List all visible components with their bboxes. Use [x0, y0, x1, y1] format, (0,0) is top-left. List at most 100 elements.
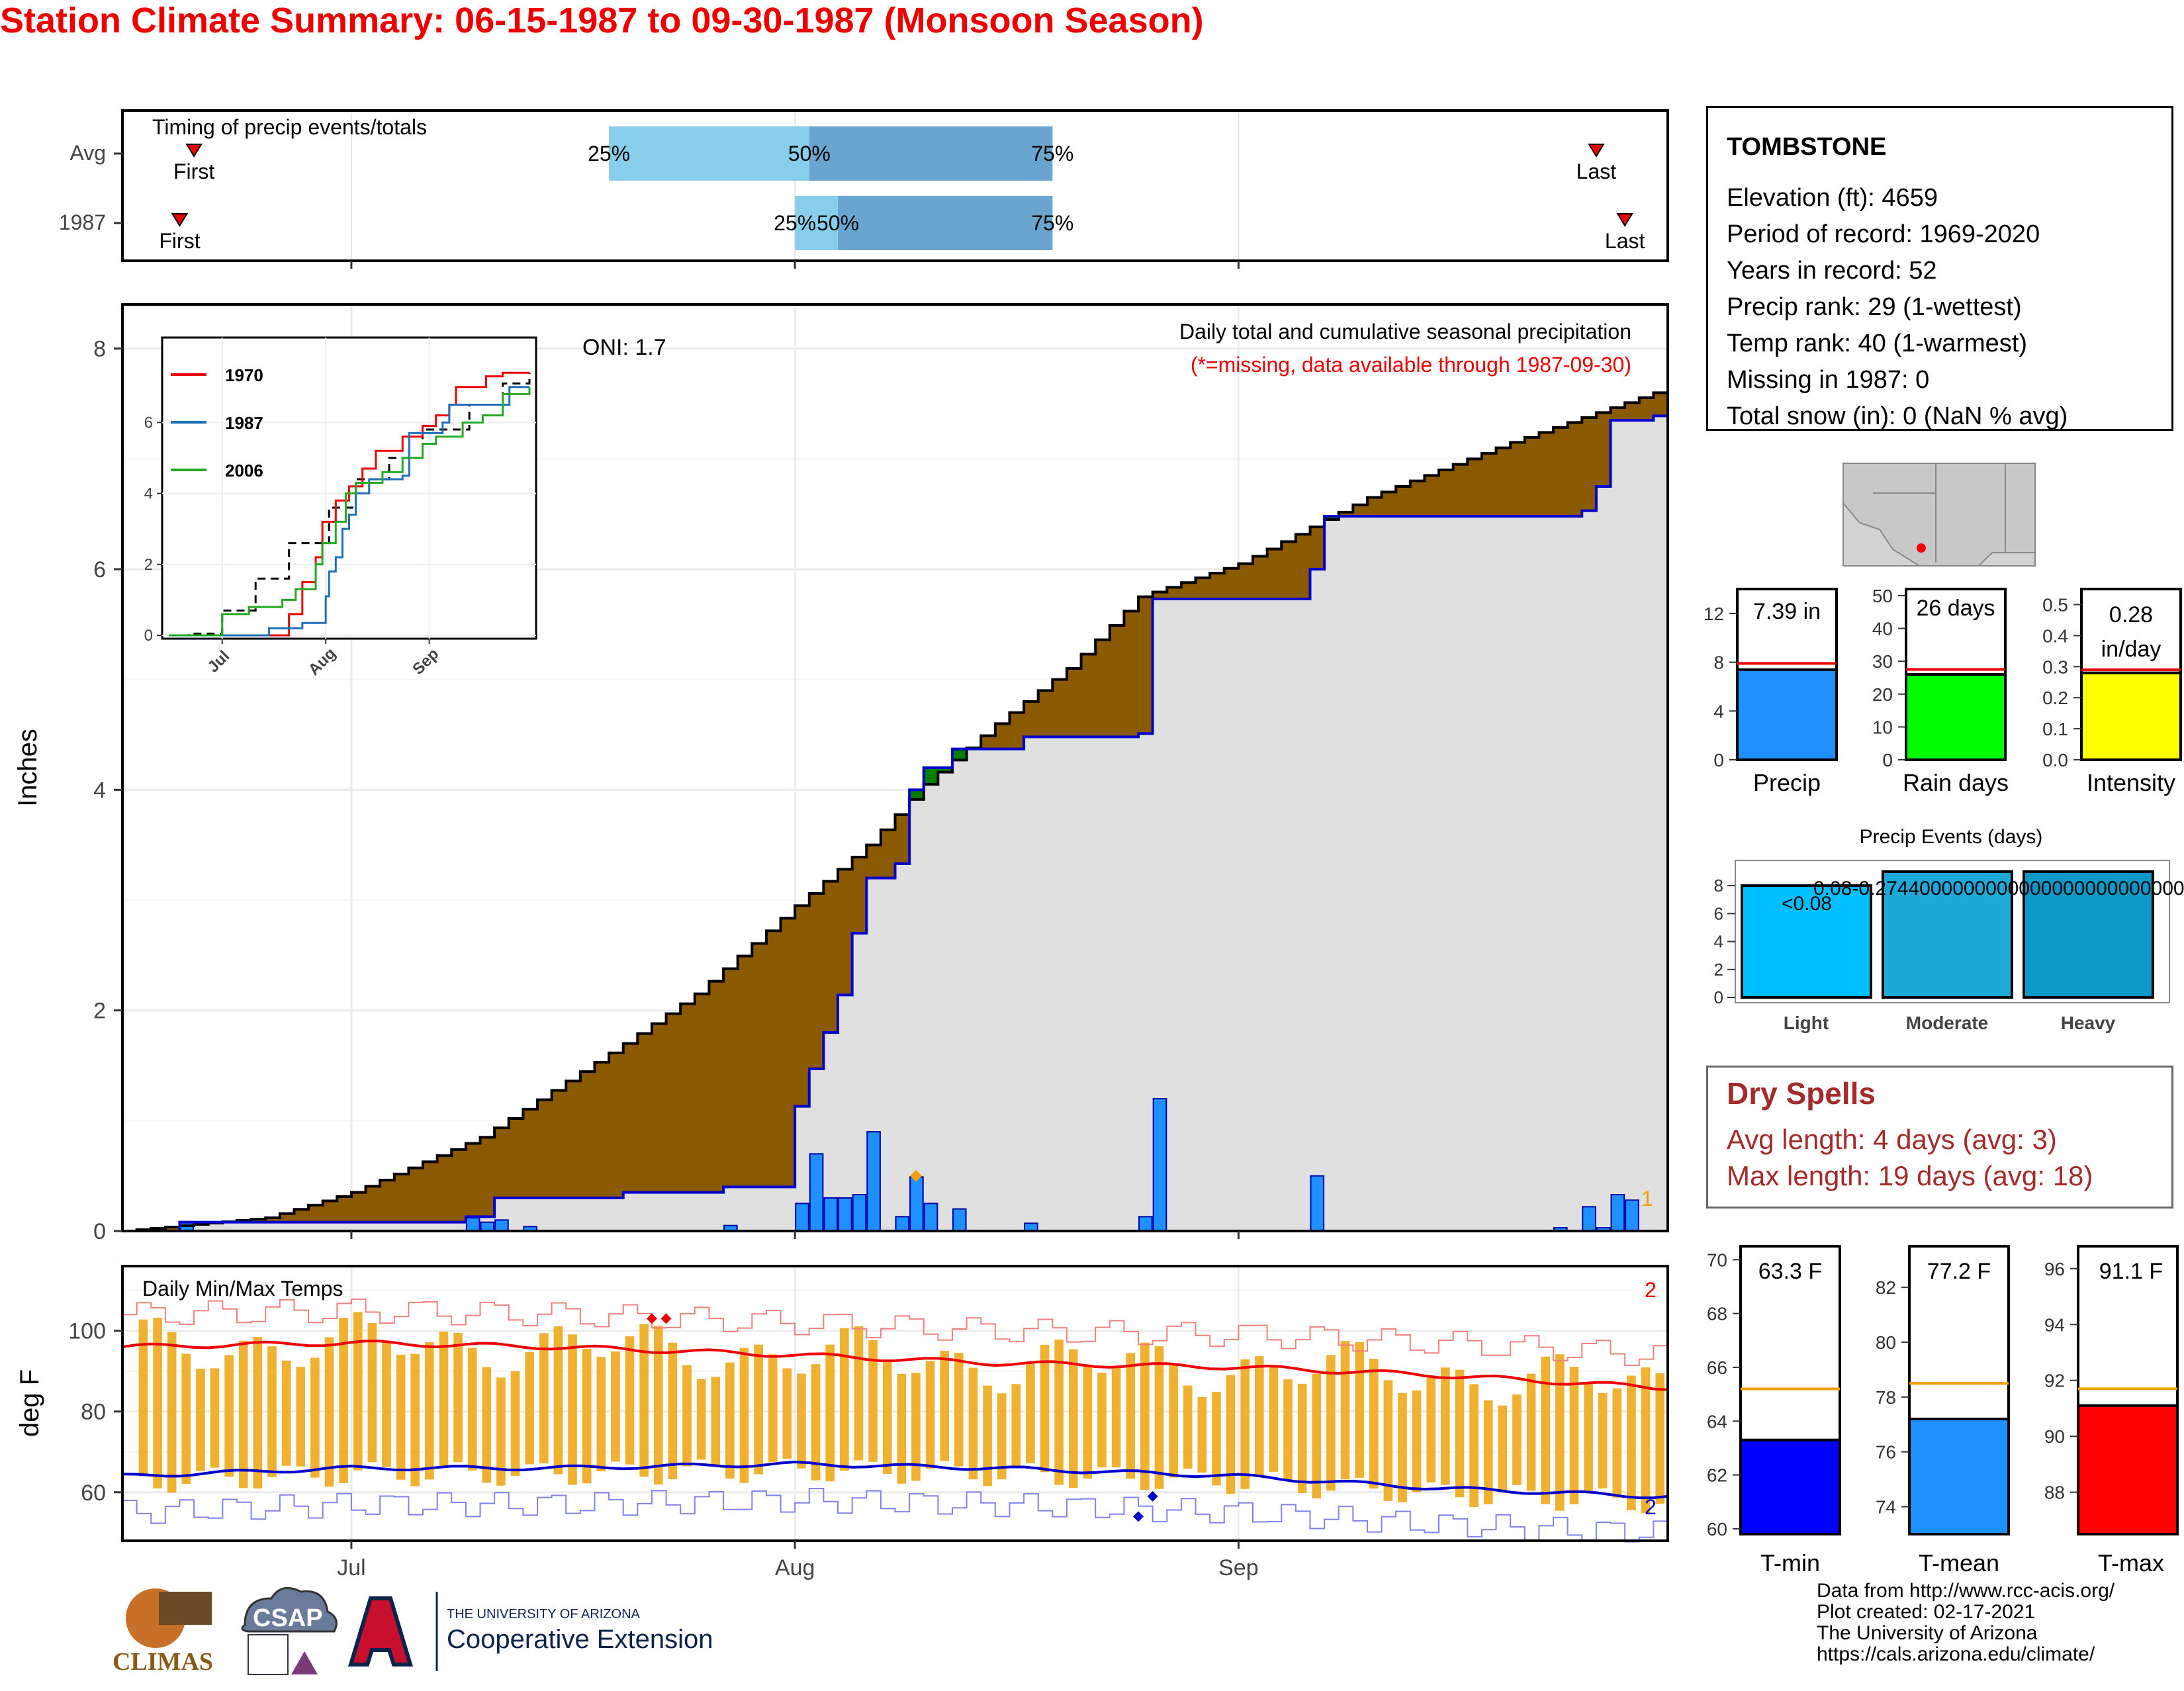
credit-line-4: https://cals.arizona.edu/climate/	[1817, 1643, 2095, 1665]
daily-temp-bar	[1412, 1390, 1422, 1492]
daily-temp-bar	[1283, 1379, 1293, 1480]
precip-deficit-block	[1181, 582, 1197, 599]
daily-precip-bar	[838, 1197, 852, 1232]
intensity-ytick-label: 0.5	[2042, 594, 2068, 615]
precip-bar-label: Precip	[1753, 769, 1821, 796]
daily-precip-bar	[809, 1153, 824, 1232]
daily-precip-bar	[1610, 1194, 1625, 1232]
precip-deficit-block	[752, 943, 767, 1187]
temp-summary-bars: 60 62 64 66 68 70 74 76 78 80 82 88 90 92 94 96	[1707, 1245, 2179, 1539]
station-precip-rank: Precip rank: 29 (1-wettest)	[1727, 293, 2022, 321]
intensity-ytick-label: 0.2	[2042, 688, 2068, 708]
daily-temp-bar	[324, 1337, 334, 1487]
intensity-bar-label: Intensity	[2087, 769, 2175, 796]
temp-ytick-label: 60	[81, 1481, 106, 1506]
daily-temp-bar	[1169, 1364, 1178, 1478]
tmax-ytick-label: 92	[2044, 1371, 2065, 1391]
tmean-ytick-label: 76	[1876, 1442, 1896, 1463]
daily-precip-bar	[795, 1203, 809, 1232]
precip-panel: 0 2 4 6 8 Inches Daily total and cumulative …	[13, 303, 1669, 1244]
precip-ytick-label: 4	[1713, 701, 1724, 721]
precip-deficit-block	[1353, 504, 1368, 516]
timing-last-marker-icon	[1616, 213, 1633, 227]
precip-deficit-block	[795, 905, 810, 1107]
daily-precip-max-marker-icon	[910, 1169, 923, 1182]
daily-temp-bar	[382, 1342, 391, 1467]
daily-temp-bar	[725, 1362, 735, 1479]
temp-corner-max: 2	[1645, 1278, 1657, 1302]
daily-temp-bar	[339, 1318, 348, 1483]
daily-precip-bar	[909, 1176, 924, 1232]
events-overlap-label: 0.08-0.274400000000000000000000000000000	[1813, 878, 2184, 899]
event-bar-moderate	[1882, 870, 2013, 999]
precip-deficit-block	[1439, 470, 1454, 516]
precip-deficit-block	[566, 1081, 581, 1198]
daily-temp-bar	[1655, 1373, 1664, 1504]
precip-deficit-block	[1167, 587, 1182, 599]
events-title: Precip Events (days)	[1860, 826, 2043, 848]
timing-last-marker-icon	[1588, 144, 1605, 158]
record-high-marker-icon	[646, 1313, 657, 1324]
precip-deficit-block	[981, 735, 996, 749]
precip-ytick-label: 6	[93, 557, 106, 582]
precip-frame	[121, 303, 1669, 1232]
daily-temp-bar	[1369, 1359, 1379, 1489]
precip-deficit-block	[580, 1072, 595, 1198]
timing-p75-label: 75%	[1031, 211, 1073, 235]
record-high-marker-icon	[660, 1313, 672, 1324]
inset-2006-line	[169, 387, 531, 637]
precip-deficit-block	[523, 1109, 538, 1198]
timing-last-label: Last	[1576, 160, 1617, 183]
precip-deficit-block	[780, 918, 796, 1187]
station-snow: Total snow (in): 0 (NaN % avg)	[1727, 402, 2068, 430]
daily-temp-bar	[596, 1357, 606, 1472]
precip-deficit-block	[1381, 492, 1396, 516]
daily-temp-bar	[553, 1326, 563, 1475]
daily-temp-bar	[882, 1360, 892, 1475]
logo-strip: CLIMAS CSAP THE UNIVERSITY OF ARIZONA Co…	[106, 1578, 741, 1688]
precip-deficit-block	[895, 814, 910, 864]
daily-temp-bar	[181, 1353, 191, 1485]
tmin-ytick-label: 68	[1707, 1304, 1727, 1324]
precip-deficit-block	[380, 1180, 395, 1222]
csap-chart-icon	[248, 1634, 289, 1675]
raindays-ytick-label: 20	[1872, 684, 1893, 705]
daily-temp-bar	[1469, 1384, 1479, 1508]
temp-ylabel: deg F	[15, 1369, 44, 1437]
precip-deficit-block	[1024, 702, 1039, 737]
daily-temp-bar	[639, 1324, 649, 1477]
events-ytick-label: 6	[1714, 903, 1723, 923]
daily-temp-bar	[1326, 1355, 1336, 1491]
precip-panel-note: (*=missing, data available through 1987-…	[1191, 353, 1631, 377]
avg-min-temp-line	[122, 1461, 1668, 1500]
daily-precip-bar	[895, 1216, 910, 1232]
daily-temp-bar	[1355, 1342, 1364, 1478]
station-missing: Missing in 1987: 0	[1727, 366, 1930, 394]
precip-deficit-block	[823, 881, 839, 1032]
precip-value-text: 7.39 in	[1753, 599, 1821, 624]
summary-bar-labels: 7.39 in Precip 26 days Rain days 0.28 in…	[1753, 596, 2175, 796]
daily-temp-bar	[224, 1355, 234, 1477]
event-bar-heavy	[2023, 870, 2154, 999]
precip-surplus-block	[938, 768, 953, 772]
daily-temp-bar	[353, 1312, 363, 1471]
record-low-marker-icon	[1147, 1490, 1158, 1502]
daily-precip-bar	[866, 1131, 881, 1232]
precip-deficit-block	[1295, 534, 1310, 599]
daily-temp-bar	[897, 1373, 907, 1484]
precip-deficit-block	[451, 1149, 467, 1222]
daily-temp-bar	[954, 1353, 964, 1467]
raindays-ytick-label: 40	[1872, 619, 1893, 639]
timing-upper-quartile-bar	[838, 196, 1053, 250]
precip-deficit-block	[737, 956, 752, 1187]
daily-temp-bar	[439, 1331, 449, 1467]
intensity-value-text: 0.28	[2109, 602, 2153, 627]
precip-deficit-block	[437, 1156, 452, 1222]
precip-deficit-block	[1481, 453, 1497, 516]
tmean-bar-label: T-mean	[1919, 1549, 1999, 1577]
precip-deficit-block	[1582, 417, 1597, 511]
raindays-ytick-label: 30	[1872, 651, 1893, 672]
daily-temp-bar	[482, 1367, 492, 1483]
daily-precip-bar	[952, 1208, 967, 1232]
precip-deficit-block	[322, 1201, 338, 1222]
